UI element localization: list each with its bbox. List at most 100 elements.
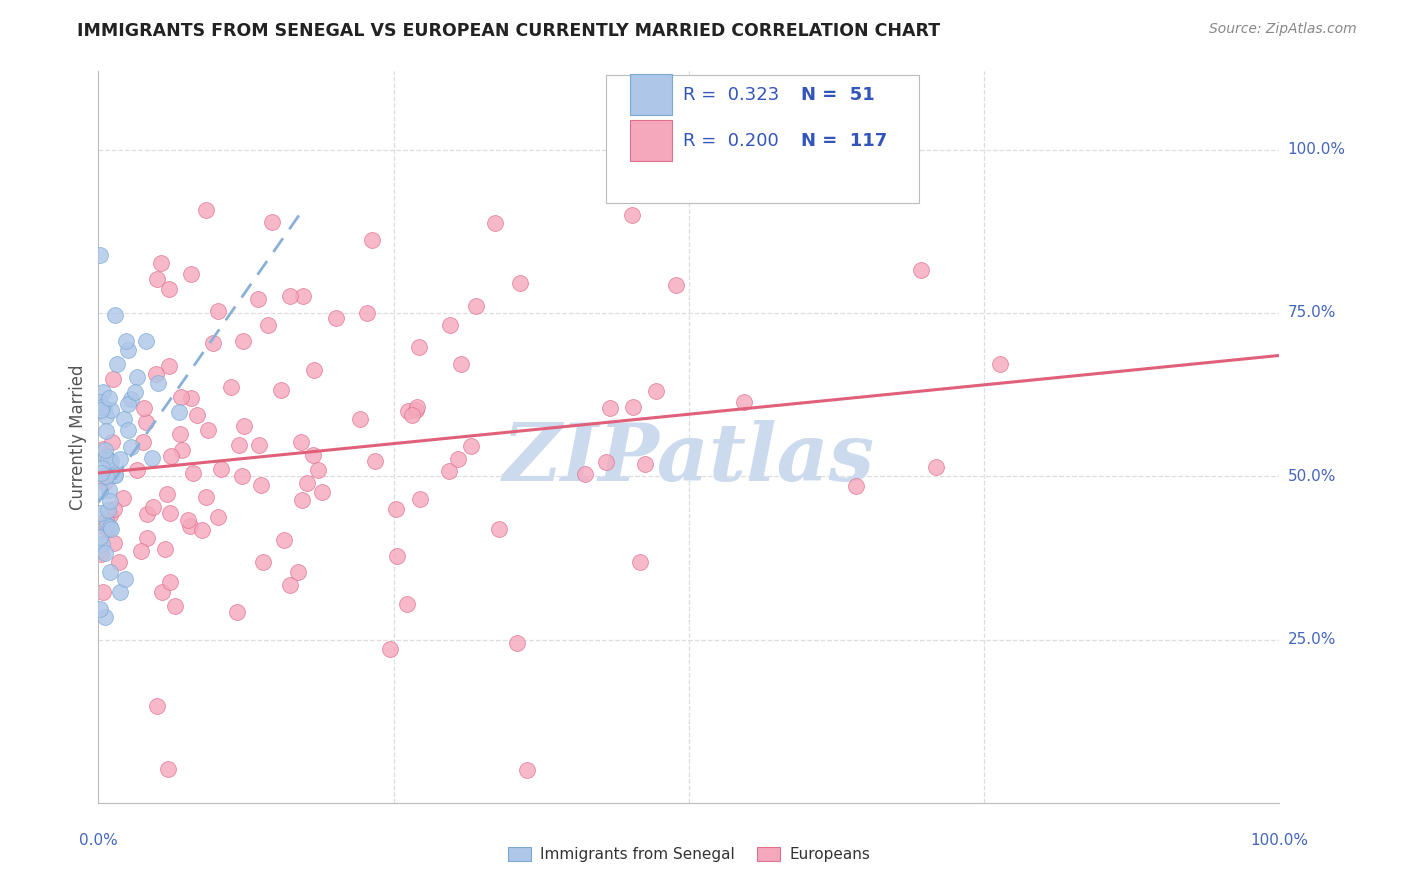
Point (270, 384, 292, 398)
Point (149, 256, 172, 270)
Point (325, 311, 347, 326)
Point (621, 208, 644, 222)
Point (157, 359, 180, 373)
Point (405, 402, 427, 417)
Point (135, 507, 157, 521)
Point (207, 304, 229, 318)
Point (307, 463, 329, 477)
Point (96, 513, 118, 527)
Point (246, 292, 269, 306)
Point (90, 402, 112, 417)
Point (165, 599, 187, 614)
Point (278, 578, 301, 592)
FancyBboxPatch shape (630, 73, 672, 114)
Point (160, 449, 183, 463)
Point (256, 318, 278, 332)
Point (125, 370, 148, 384)
Point (94, 442, 117, 457)
Point (169, 427, 191, 442)
Point (90, 537, 112, 551)
Point (460, 439, 482, 453)
Point (395, 598, 418, 612)
Point (132, 401, 155, 416)
Point (91, 400, 114, 414)
Point (231, 334, 253, 348)
Point (91, 385, 114, 400)
Point (387, 549, 409, 563)
Point (177, 513, 200, 527)
Point (378, 641, 401, 656)
Point (845, 478, 868, 492)
Point (115, 334, 138, 349)
Point (595, 455, 617, 469)
Point (110, 451, 132, 466)
Point (302, 363, 325, 377)
Point (209, 461, 232, 475)
Point (142, 500, 165, 515)
Point (152, 585, 174, 599)
Point (180, 267, 202, 281)
Point (290, 434, 312, 449)
Text: N =  51: N = 51 (801, 87, 875, 104)
Point (104, 468, 127, 483)
Point (228, 437, 250, 451)
Point (94, 546, 117, 560)
Point (96, 424, 118, 438)
Text: 0.0%: 0.0% (79, 833, 118, 848)
Point (146, 376, 169, 391)
Point (120, 392, 142, 406)
Point (988, 357, 1011, 371)
Point (103, 372, 125, 386)
Point (94, 409, 117, 424)
Point (157, 282, 180, 296)
Point (231, 469, 253, 483)
Point (439, 464, 461, 478)
Point (96, 517, 118, 532)
Point (93, 401, 115, 415)
Point (104, 308, 127, 322)
Text: 100.0%: 100.0% (1288, 142, 1346, 157)
Point (100, 403, 122, 417)
Point (910, 263, 932, 277)
Point (117, 396, 139, 410)
Point (97, 503, 120, 517)
Point (292, 289, 315, 303)
Point (628, 555, 651, 569)
Point (100, 522, 122, 536)
Point (110, 584, 132, 599)
Text: R =  0.200: R = 0.200 (683, 132, 779, 150)
FancyBboxPatch shape (630, 120, 672, 161)
Point (98, 483, 121, 498)
Point (733, 395, 755, 409)
Point (100, 454, 122, 468)
Point (146, 699, 169, 714)
Point (516, 763, 538, 777)
Point (104, 468, 127, 483)
Point (146, 272, 169, 286)
Point (135, 334, 157, 348)
Point (280, 288, 302, 302)
Point (117, 423, 139, 437)
Point (89, 602, 111, 616)
Point (484, 216, 506, 230)
Point (101, 434, 124, 449)
Point (159, 506, 181, 520)
Point (287, 565, 309, 579)
Point (396, 403, 419, 417)
Point (98, 493, 121, 508)
Text: ZIPatlas: ZIPatlas (503, 420, 875, 498)
Point (225, 605, 247, 619)
Point (96, 522, 118, 536)
Point (94, 450, 117, 465)
Point (488, 522, 510, 536)
Point (90, 466, 112, 480)
Point (409, 491, 432, 506)
Point (439, 318, 461, 332)
Point (91, 442, 114, 456)
Point (135, 531, 157, 545)
Point (621, 400, 644, 414)
Point (135, 415, 157, 429)
Point (89, 395, 111, 409)
Point (356, 306, 378, 320)
Point (89, 484, 111, 499)
